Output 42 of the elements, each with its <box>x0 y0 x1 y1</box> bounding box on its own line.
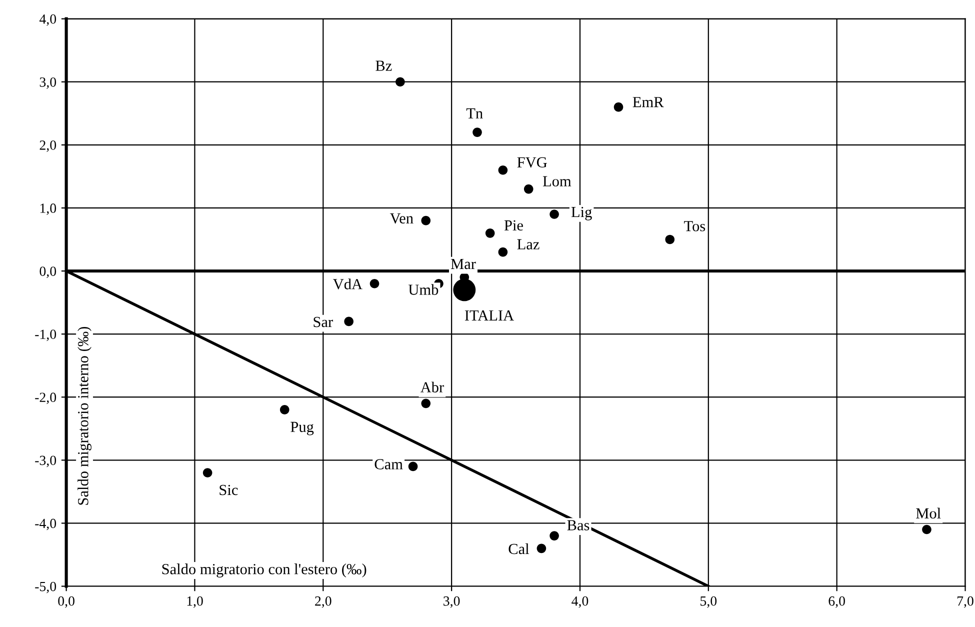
annotation: Tos <box>684 221 706 232</box>
y-tick-label: 2,0 <box>40 140 56 152</box>
annotation: Sar <box>314 316 333 328</box>
x-tick-label: 2,0 <box>315 596 332 608</box>
annotation: FVG <box>517 157 547 168</box>
annotation: EmR <box>632 97 664 108</box>
y-tick-label: -2,0 <box>35 392 56 404</box>
annotation: Ven <box>390 213 414 224</box>
annotation: Lig <box>571 206 592 220</box>
annotation: Bas <box>567 520 590 530</box>
x-tick-label: 5,0 <box>700 596 717 608</box>
annotation: Umb <box>408 284 438 295</box>
x-tick-label: 4,0 <box>572 596 588 608</box>
annotation: Mol <box>916 508 941 519</box>
y-tick-label: -5,0 <box>35 582 56 594</box>
annotation: Laz <box>517 239 540 250</box>
annotation: Tn <box>466 108 483 118</box>
y-axis-title: Saldo migratorio interno (‰) <box>78 326 92 505</box>
annotation: Sic <box>220 484 238 496</box>
x-tick-label: 6,0 <box>828 596 845 608</box>
y-tick-label: 0,0 <box>40 266 56 278</box>
annotation: Lom <box>542 176 572 186</box>
annotation: ITALIA <box>464 310 514 320</box>
annotation: VdA <box>333 278 362 290</box>
annotation: Pug <box>290 422 314 436</box>
annotation: Cam <box>374 459 403 470</box>
x-axis-title: Saldo migratorio con l'estero (‰) <box>162 564 366 578</box>
annotation: Cal <box>508 543 530 554</box>
y-tick-label: 4,0 <box>39 14 56 26</box>
x-tick-label: 1,0 <box>187 596 203 608</box>
y-tick-label: -1,0 <box>35 330 56 342</box>
annotation: Mar <box>450 258 476 270</box>
y-tick-label: -4,0 <box>35 518 56 530</box>
annotation: Bz <box>376 60 392 71</box>
annotation: Abr <box>420 382 444 392</box>
x-tick-label: 7,0 <box>957 596 974 608</box>
y-tick-label: -3,0 <box>35 456 56 468</box>
y-tick-label: 3,0 <box>40 77 56 89</box>
x-tick-label: 3,0 <box>444 596 460 608</box>
y-tick-label: 1,0 <box>40 204 56 215</box>
annotation: Pie <box>504 220 523 231</box>
x-tick-label: 0,0 <box>58 596 74 608</box>
